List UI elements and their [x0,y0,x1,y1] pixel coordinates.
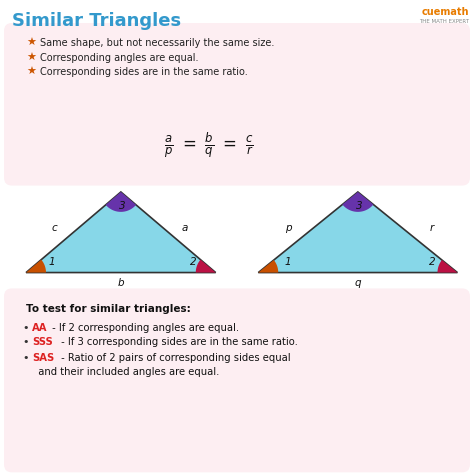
Text: •: • [23,337,29,347]
Polygon shape [342,192,374,212]
Text: SSS: SSS [32,337,53,347]
Polygon shape [106,192,136,212]
Text: q: q [355,277,361,288]
Text: p: p [285,223,292,234]
Polygon shape [258,192,457,273]
Text: 3: 3 [356,201,363,211]
Text: $\frac{a}{p}\ =\ \frac{b}{q}\ =\ \frac{c}{r}$: $\frac{a}{p}\ =\ \frac{b}{q}\ =\ \frac{c… [164,131,254,160]
Polygon shape [196,260,216,273]
Polygon shape [258,260,278,273]
Text: Corresponding angles are equal.: Corresponding angles are equal. [40,53,199,63]
Polygon shape [438,260,457,273]
Text: Same shape, but not necessarily the same size.: Same shape, but not necessarily the same… [40,37,274,48]
Text: ★: ★ [26,67,36,77]
Text: SAS: SAS [32,353,55,363]
Text: •: • [23,323,29,333]
Text: 2: 2 [429,256,436,267]
Text: To test for similar triangles:: To test for similar triangles: [26,304,191,314]
Text: 1: 1 [284,256,291,267]
Text: - If 3 corresponding sides are in the same ratio.: - If 3 corresponding sides are in the sa… [58,337,298,347]
Text: r: r [429,223,433,234]
Polygon shape [26,260,46,273]
Text: 3: 3 [118,201,125,211]
Text: - If 2 corresponding angles are equal.: - If 2 corresponding angles are equal. [49,323,239,333]
Text: cuemath: cuemath [422,7,469,17]
Text: •: • [23,353,29,363]
Text: a: a [182,223,188,234]
FancyBboxPatch shape [5,289,469,472]
Text: - Ratio of 2 pairs of corresponding sides equal: - Ratio of 2 pairs of corresponding side… [58,353,291,363]
FancyBboxPatch shape [5,24,469,185]
Text: and their included angles are equal.: and their included angles are equal. [32,367,219,377]
Text: 2: 2 [190,256,197,267]
Polygon shape [26,192,216,273]
Text: ★: ★ [26,53,36,63]
Text: b: b [118,277,124,288]
Text: c: c [52,223,57,234]
Text: AA: AA [32,323,48,333]
Text: ★: ★ [26,37,36,48]
Text: Corresponding sides are in the same ratio.: Corresponding sides are in the same rati… [40,67,248,77]
Text: 1: 1 [49,256,55,267]
Text: THE MATH EXPERT: THE MATH EXPERT [419,19,469,24]
Text: Similar Triangles: Similar Triangles [12,12,181,30]
